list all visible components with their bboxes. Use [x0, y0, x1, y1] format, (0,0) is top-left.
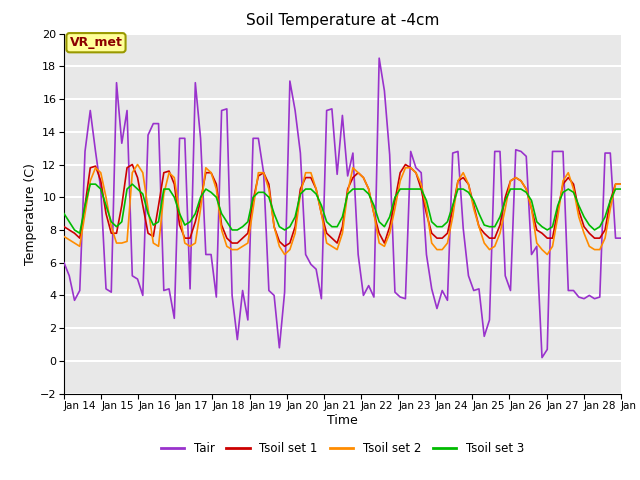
Title: Soil Temperature at -4cm: Soil Temperature at -4cm: [246, 13, 439, 28]
Legend: Tair, Tsoil set 1, Tsoil set 2, Tsoil set 3: Tair, Tsoil set 1, Tsoil set 2, Tsoil se…: [156, 437, 529, 460]
X-axis label: Time: Time: [327, 414, 358, 427]
Y-axis label: Temperature (C): Temperature (C): [24, 163, 37, 264]
Text: VR_met: VR_met: [70, 36, 122, 49]
